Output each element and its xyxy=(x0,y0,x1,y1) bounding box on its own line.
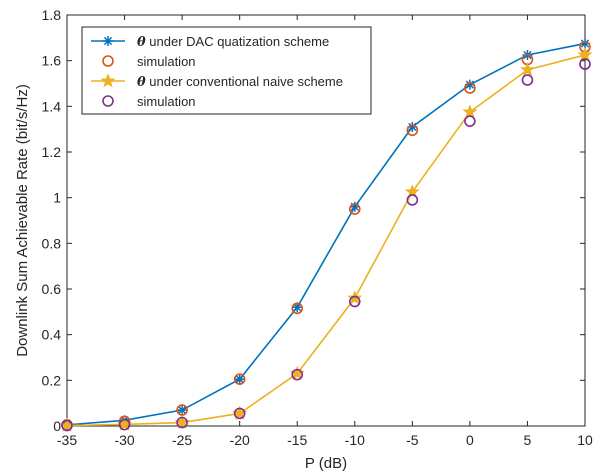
y-tick-label: 1.2 xyxy=(42,144,62,160)
y-tick-label: 1.4 xyxy=(42,98,62,114)
legend-box xyxy=(81,26,372,115)
asterisk-stroke xyxy=(580,39,590,48)
series-4-point xyxy=(291,368,304,381)
series-layer xyxy=(59,38,593,432)
series-2-point xyxy=(348,203,361,215)
x-tick-label: -25 xyxy=(172,432,192,448)
series-4-point xyxy=(579,58,591,70)
asterisk-stroke xyxy=(465,80,475,89)
series-4-point xyxy=(464,115,476,127)
legend-marker xyxy=(103,36,113,46)
x-tick-label: 0 xyxy=(466,432,474,448)
series-1-point xyxy=(177,405,188,416)
legend-label-symbol: θ xyxy=(137,35,146,50)
y-tick-label: 1.8 xyxy=(42,7,62,23)
series-3-point xyxy=(347,290,363,305)
asterisk-stroke xyxy=(235,375,244,384)
x-tick-label: -5 xyxy=(406,432,419,448)
legend-label: simulation xyxy=(137,54,196,69)
legend-label: θ under conventional naive scheme xyxy=(137,74,343,90)
legend-label-text: under conventional naive scheme xyxy=(146,74,343,89)
x-tick-label: -10 xyxy=(345,432,365,448)
series-3-point xyxy=(577,47,593,62)
y-tick-label: 0.4 xyxy=(42,327,62,343)
series-4-point xyxy=(348,295,361,308)
legend-label: θ under DAC quatization scheme xyxy=(137,34,329,50)
series-1-point xyxy=(234,374,245,385)
series-2-point xyxy=(464,82,476,94)
series-4-point xyxy=(118,418,131,431)
asterisk-stroke xyxy=(408,122,417,132)
legend-entry-2: simulation xyxy=(102,54,196,69)
x-tick-label: 10 xyxy=(577,432,593,448)
x-tick-label: -15 xyxy=(287,432,307,448)
legend: θ under DAC quatization scheme simulation… xyxy=(81,26,372,115)
legend-label-text: under DAC quatization scheme xyxy=(146,34,330,49)
x-tick-label: -20 xyxy=(230,432,250,448)
y-tick-label: 0 xyxy=(53,418,61,434)
series-4-point xyxy=(176,416,188,429)
asterisk-stroke xyxy=(177,405,187,415)
y-tick-label: 1 xyxy=(53,190,61,206)
series-2-point xyxy=(291,302,304,315)
series-2-point xyxy=(406,124,419,137)
series-2-point xyxy=(233,373,246,385)
y-tick-label: 0.2 xyxy=(42,372,62,388)
x-tick-label: 5 xyxy=(524,432,532,448)
legend-label-symbol: θ xyxy=(137,75,146,90)
series-1-line xyxy=(66,42,586,426)
legend-entry-4: simulation xyxy=(102,94,196,109)
legend-marker xyxy=(102,95,114,107)
series-3-point xyxy=(462,104,478,119)
series-4-point xyxy=(406,194,419,206)
y-axis-label: Downlink Sum Achievable Rate (bit/s/Hz) xyxy=(14,84,31,357)
y-tick-label: 0.8 xyxy=(42,235,62,251)
y-tick-label: 0.6 xyxy=(42,281,62,297)
legend-label: simulation xyxy=(137,94,196,109)
series-4-point xyxy=(233,407,246,420)
series-3-point xyxy=(519,61,535,77)
y-tick-label: 1.6 xyxy=(42,53,62,69)
series-3-line xyxy=(66,54,586,427)
legend-marker xyxy=(100,73,116,88)
axis-ticks: -35 -30 -25 -20 -15 -10 -5 0 5 10 0 0.2 0.4 0.6 0.8 1 1.… xyxy=(42,7,593,448)
x-axis-label: P (dB) xyxy=(305,455,347,472)
x-tick-label: -35 xyxy=(57,432,77,448)
series-3-point xyxy=(289,365,305,380)
series-4-point xyxy=(521,74,534,86)
legend-marker xyxy=(102,55,114,67)
legend-entry-3: θ under conventional naive scheme xyxy=(91,73,343,90)
x-tick-label: -30 xyxy=(114,432,134,448)
legend-entry-1: θ under DAC quatization scheme xyxy=(91,34,329,50)
series-4-point xyxy=(61,419,73,432)
series-4 xyxy=(61,58,591,432)
asterisk-stroke xyxy=(103,36,113,46)
